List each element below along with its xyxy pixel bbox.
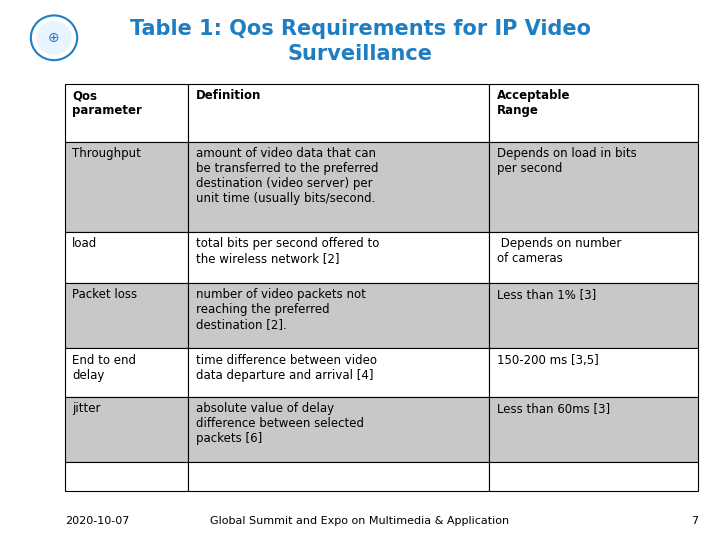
Text: Acceptable
Range: Acceptable Range <box>497 89 570 117</box>
Text: Qos
parameter: Qos parameter <box>72 89 142 117</box>
Text: Less than 1% [3]: Less than 1% [3] <box>497 288 595 301</box>
Circle shape <box>37 21 72 55</box>
Text: Less than 60ms [3]: Less than 60ms [3] <box>497 402 610 415</box>
Text: jitter: jitter <box>72 402 101 415</box>
Text: Table 1: Qos Requirements for IP Video: Table 1: Qos Requirements for IP Video <box>130 19 590 39</box>
Text: time difference between video
data departure and arrival [4]: time difference between video data depar… <box>196 354 377 382</box>
Text: Definition: Definition <box>196 89 261 102</box>
Text: amount of video data that can
be transferred to the preferred
destination (video: amount of video data that can be transfe… <box>196 147 378 205</box>
Text: Throughput: Throughput <box>72 147 141 160</box>
Text: Depends on number
of cameras: Depends on number of cameras <box>497 237 621 265</box>
Text: 7: 7 <box>691 516 698 526</box>
Text: Packet loss: Packet loss <box>72 288 137 301</box>
Text: load: load <box>72 237 97 250</box>
Text: total bits per second offered to
the wireless network [2]: total bits per second offered to the wir… <box>196 237 379 265</box>
Text: End to end
delay: End to end delay <box>72 354 136 382</box>
Text: 150-200 ms [3,5]: 150-200 ms [3,5] <box>497 354 598 367</box>
Text: Global Summit and Expo on Multimedia & Application: Global Summit and Expo on Multimedia & A… <box>210 516 510 526</box>
Text: ⊕: ⊕ <box>48 31 60 45</box>
Text: Surveillance: Surveillance <box>287 44 433 64</box>
Text: absolute value of delay
difference between selected
packets [6]: absolute value of delay difference betwe… <box>196 402 364 445</box>
Text: 2020-10-07: 2020-10-07 <box>65 516 129 526</box>
Text: number of video packets not
reaching the preferred
destination [2].: number of video packets not reaching the… <box>196 288 366 331</box>
Text: Depends on load in bits
per second: Depends on load in bits per second <box>497 147 636 176</box>
